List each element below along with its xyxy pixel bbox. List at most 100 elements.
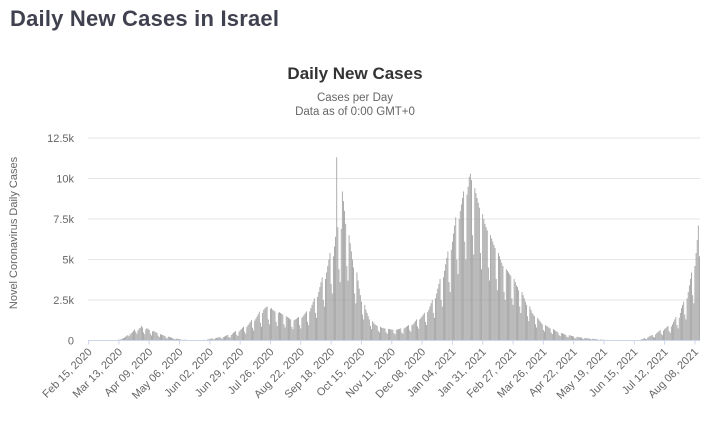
daily-cases-bar	[414, 321, 416, 341]
daily-cases-bar	[436, 293, 438, 341]
daily-cases-bar	[325, 278, 326, 341]
daily-cases-bar	[262, 312, 264, 341]
daily-cases-bar	[310, 308, 312, 341]
daily-cases-bar	[656, 333, 658, 341]
daily-cases-bar	[651, 334, 653, 341]
daily-cases-bar	[164, 335, 166, 341]
daily-cases-bar	[157, 335, 159, 341]
daily-cases-bar	[684, 314, 686, 341]
daily-cases-bar	[510, 275, 512, 341]
daily-cases-bar	[668, 331, 670, 341]
daily-cases-bar	[320, 282, 322, 341]
daily-cases-bar	[143, 332, 144, 341]
daily-cases-bar	[663, 330, 664, 341]
daily-cases-bar	[686, 298, 688, 341]
daily-cases-bar	[437, 288, 439, 341]
daily-cases-bar	[343, 201, 344, 341]
daily-cases-bar	[690, 278, 691, 341]
daily-cases-bar	[373, 322, 375, 341]
daily-cases-bar	[330, 283, 332, 341]
daily-cases-bar	[377, 330, 379, 341]
daily-cases-bar	[480, 253, 481, 341]
daily-cases-bar	[430, 303, 432, 341]
daily-cases-bar	[318, 291, 320, 341]
daily-cases-bar	[209, 338, 211, 341]
daily-cases-bar	[462, 197, 463, 341]
daily-cases-bar	[642, 338, 644, 341]
daily-cases-bar	[229, 337, 231, 341]
daily-cases-bar	[210, 338, 212, 341]
bars-series	[94, 157, 700, 341]
daily-cases-bar	[364, 304, 366, 341]
daily-cases-bar	[228, 336, 230, 341]
daily-cases-bar	[666, 327, 668, 341]
daily-cases-bar	[212, 339, 214, 341]
daily-cases-bar	[420, 317, 422, 341]
daily-cases-bar	[222, 337, 224, 341]
daily-cases-bar	[149, 333, 151, 341]
daily-cases-bar	[286, 317, 288, 341]
daily-cases-bar	[417, 326, 418, 341]
daily-cases-bar	[538, 319, 540, 341]
daily-cases-bar	[350, 251, 352, 341]
daily-cases-bar	[344, 210, 345, 341]
daily-cases-bar	[523, 298, 525, 341]
daily-cases-bar	[410, 331, 412, 341]
daily-cases-bar	[257, 314, 259, 341]
daily-cases-bar	[179, 339, 180, 341]
daily-cases-bar	[531, 312, 533, 341]
daily-cases-bar	[661, 335, 663, 341]
daily-cases-bar	[483, 219, 485, 341]
daily-cases-bar	[582, 338, 584, 341]
daily-cases-bar	[641, 339, 643, 341]
daily-cases-bar	[316, 317, 317, 341]
y-tick-label: 0	[68, 336, 74, 348]
daily-cases-bar	[346, 265, 348, 341]
daily-cases-bar	[428, 309, 430, 341]
daily-cases-bar	[283, 324, 285, 341]
daily-cases-bar	[218, 337, 220, 341]
daily-cases-bar	[584, 337, 586, 341]
daily-cases-bar	[131, 332, 133, 341]
daily-cases-bar	[421, 316, 423, 341]
daily-cases-bar	[493, 244, 495, 341]
daily-cases-bar	[567, 337, 569, 341]
daily-cases-bar	[319, 287, 321, 341]
daily-cases-bar	[308, 325, 310, 341]
daily-cases-bar	[555, 330, 557, 341]
daily-cases-bar	[546, 325, 548, 341]
daily-cases-bar	[160, 334, 161, 341]
daily-cases-bar	[376, 325, 378, 341]
daily-cases-bar	[247, 325, 249, 341]
daily-cases-bar	[413, 322, 415, 341]
daily-cases-bar	[511, 298, 513, 341]
daily-cases-bar	[217, 337, 219, 341]
daily-cases-bar	[533, 316, 535, 341]
daily-cases-bar	[233, 332, 234, 341]
daily-cases-bar	[658, 331, 660, 341]
daily-cases-bar	[148, 329, 150, 341]
daily-cases-bar	[334, 246, 335, 341]
daily-cases-bar	[387, 328, 389, 341]
daily-cases-bar	[665, 328, 667, 341]
daily-cases-bar	[353, 267, 354, 341]
daily-cases-bar	[577, 337, 579, 341]
daily-cases-bar	[648, 336, 650, 341]
daily-cases-bar	[136, 333, 138, 341]
daily-cases-bar	[176, 338, 178, 341]
daily-cases-bar	[464, 241, 466, 341]
daily-cases-bar	[655, 334, 657, 341]
daily-cases-bar	[575, 338, 577, 341]
daily-cases-bar	[558, 335, 560, 341]
daily-cases-bar	[696, 240, 698, 341]
daily-cases-bar	[505, 269, 507, 341]
daily-cases-bar	[221, 338, 223, 341]
daily-cases-bar	[403, 328, 405, 341]
daily-cases-bar	[481, 269, 482, 341]
daily-cases-bar	[499, 256, 500, 341]
daily-cases-bar	[152, 331, 153, 341]
daily-cases-bar	[172, 337, 174, 341]
daily-cases-bar	[389, 329, 390, 341]
daily-cases-bar	[264, 308, 266, 341]
